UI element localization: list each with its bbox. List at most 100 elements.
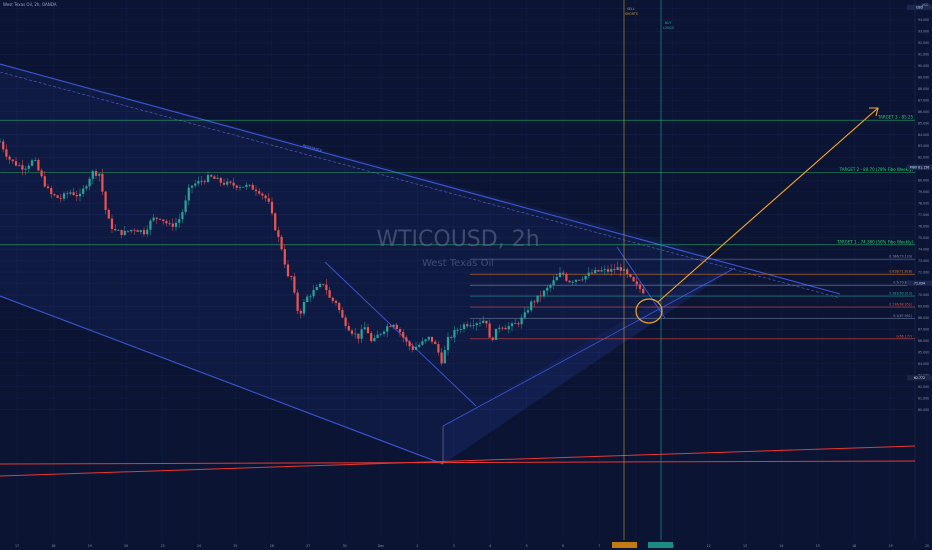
candle-body bbox=[587, 272, 590, 276]
candle-body bbox=[14, 161, 18, 166]
longs-label: LONGS bbox=[663, 26, 674, 30]
candle-body bbox=[56, 195, 59, 198]
y-tick-label: 85.000 bbox=[918, 121, 929, 125]
candle-body bbox=[341, 310, 344, 318]
x-tick-label: 3 bbox=[453, 544, 455, 548]
candle-body bbox=[270, 201, 274, 214]
y-tick-label: 67.000 bbox=[918, 328, 929, 332]
candle-body bbox=[350, 330, 354, 334]
candle-body bbox=[203, 181, 206, 183]
y-tick-label: 73.000 bbox=[918, 259, 929, 263]
candle-body bbox=[610, 269, 613, 272]
candle-body bbox=[213, 176, 216, 179]
candle-body bbox=[104, 191, 107, 210]
candle-body bbox=[306, 296, 309, 303]
watermark-name: West Texas Oil bbox=[422, 258, 494, 269]
candle-body bbox=[514, 323, 517, 324]
candle-body bbox=[549, 285, 552, 288]
y-tick-label: 75.000 bbox=[918, 236, 929, 240]
candle-body bbox=[520, 317, 523, 325]
candle-body bbox=[53, 194, 56, 196]
candle-body bbox=[565, 274, 568, 281]
candle-body bbox=[392, 324, 395, 327]
candle-body bbox=[555, 276, 558, 281]
x-tick-label: 24 bbox=[197, 544, 201, 548]
candle-body bbox=[446, 337, 450, 351]
y-tick-label: 93.000 bbox=[918, 30, 929, 34]
support-line bbox=[0, 445, 916, 477]
x-tick-label: 19 bbox=[889, 544, 893, 548]
candle-body bbox=[222, 182, 226, 185]
candle-body bbox=[536, 295, 539, 303]
candle-body bbox=[200, 181, 203, 182]
level-label: 0.1(67.951) bbox=[893, 314, 912, 318]
candle-body bbox=[75, 195, 78, 197]
candle-body bbox=[331, 297, 334, 301]
level-label: 0.786(73.129) bbox=[889, 255, 912, 259]
price-tag: USD bbox=[916, 6, 923, 10]
candle-body bbox=[354, 333, 357, 335]
candle-body bbox=[558, 272, 562, 277]
candle-body bbox=[642, 288, 645, 294]
candle-body bbox=[130, 229, 133, 232]
candle-body bbox=[373, 338, 376, 342]
y-tick-label: 60.000 bbox=[918, 408, 929, 412]
price-tag-bg bbox=[907, 375, 932, 381]
level-label: TARGET 3 - 85.25 bbox=[877, 115, 913, 120]
candle-body bbox=[574, 279, 578, 282]
swing-line-1 bbox=[324, 261, 477, 407]
candle-body bbox=[280, 236, 283, 250]
candle-body bbox=[85, 186, 88, 189]
candle-body bbox=[133, 229, 136, 231]
candle-body bbox=[88, 178, 91, 187]
candle-body bbox=[379, 333, 382, 335]
channel-fill bbox=[0, 64, 735, 464]
candle-body bbox=[584, 275, 587, 280]
candle-body bbox=[242, 186, 245, 188]
candle-body bbox=[206, 175, 210, 183]
candle-body bbox=[488, 323, 491, 338]
candle-body bbox=[491, 337, 494, 340]
candle-body bbox=[114, 228, 117, 231]
candle-body bbox=[197, 181, 200, 184]
candle-body bbox=[421, 341, 424, 345]
y-tick-label: 79.000 bbox=[918, 190, 929, 194]
shorts-label: SHORTS bbox=[625, 12, 638, 16]
candle-body bbox=[190, 185, 194, 188]
candle-body bbox=[494, 328, 498, 340]
y-tick-label: 70.000 bbox=[918, 293, 929, 297]
candle-body bbox=[117, 229, 120, 231]
candle-body bbox=[251, 184, 254, 190]
y-tick-label: 72.000 bbox=[918, 270, 929, 274]
candle-body bbox=[69, 192, 72, 194]
candle-body bbox=[110, 218, 114, 229]
candle-body bbox=[376, 334, 379, 339]
y-tick-label: 89.000 bbox=[918, 75, 929, 79]
candle-body bbox=[21, 165, 24, 170]
price-tag: FIBO 81.156 bbox=[910, 165, 930, 169]
candle-body bbox=[66, 193, 69, 195]
candle-body bbox=[526, 310, 530, 313]
buy-label: BUY bbox=[665, 21, 672, 25]
x-tick-label: 4 bbox=[489, 544, 491, 548]
candle-body bbox=[578, 279, 581, 281]
candle-body bbox=[616, 267, 619, 271]
candle-body bbox=[18, 165, 21, 167]
candle-body bbox=[562, 272, 565, 275]
x-tick-label: 13 bbox=[743, 544, 747, 548]
y-tick-label: 82.000 bbox=[918, 156, 929, 160]
candle-body bbox=[5, 149, 8, 157]
y-tick-label: 76.000 bbox=[918, 224, 929, 228]
candle-body bbox=[597, 269, 600, 272]
price-tag: 71.034 bbox=[914, 281, 925, 285]
candle-body bbox=[78, 193, 82, 197]
candle-body bbox=[472, 325, 475, 326]
candle-body bbox=[107, 209, 110, 219]
chart-header: West Texas Oil, 2h, OANDA bbox=[3, 2, 57, 7]
candle-body bbox=[101, 173, 104, 192]
candle-body bbox=[2, 141, 5, 150]
candle-body bbox=[453, 330, 456, 338]
candle-body bbox=[162, 219, 165, 222]
candle-body bbox=[456, 329, 459, 331]
